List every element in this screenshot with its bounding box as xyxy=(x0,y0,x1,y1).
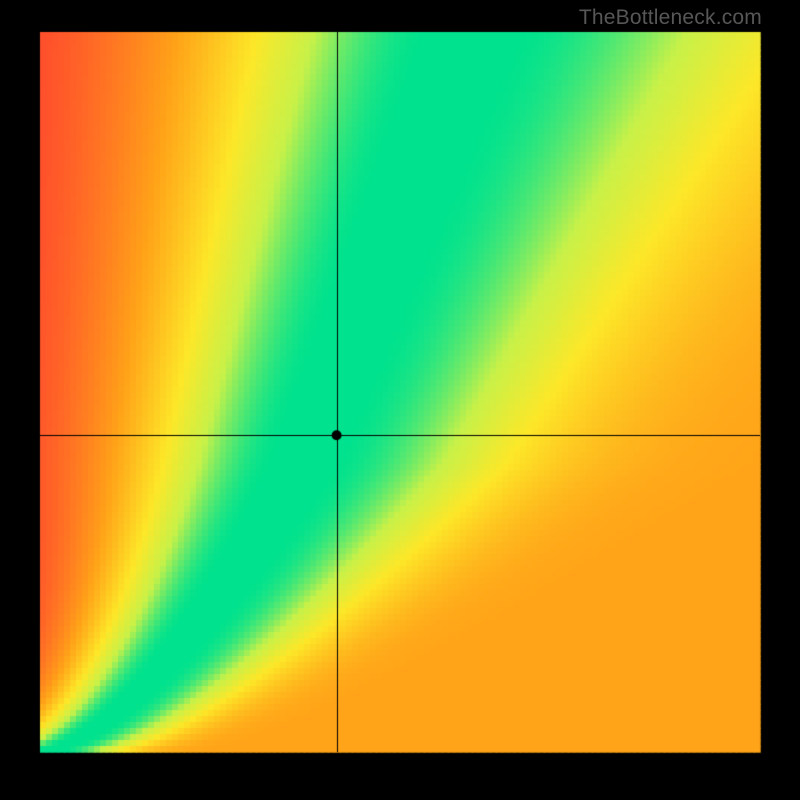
chart-container: TheBottleneck.com xyxy=(0,0,800,800)
bottleneck-heatmap xyxy=(0,0,800,800)
watermark-text: TheBottleneck.com xyxy=(579,6,762,30)
